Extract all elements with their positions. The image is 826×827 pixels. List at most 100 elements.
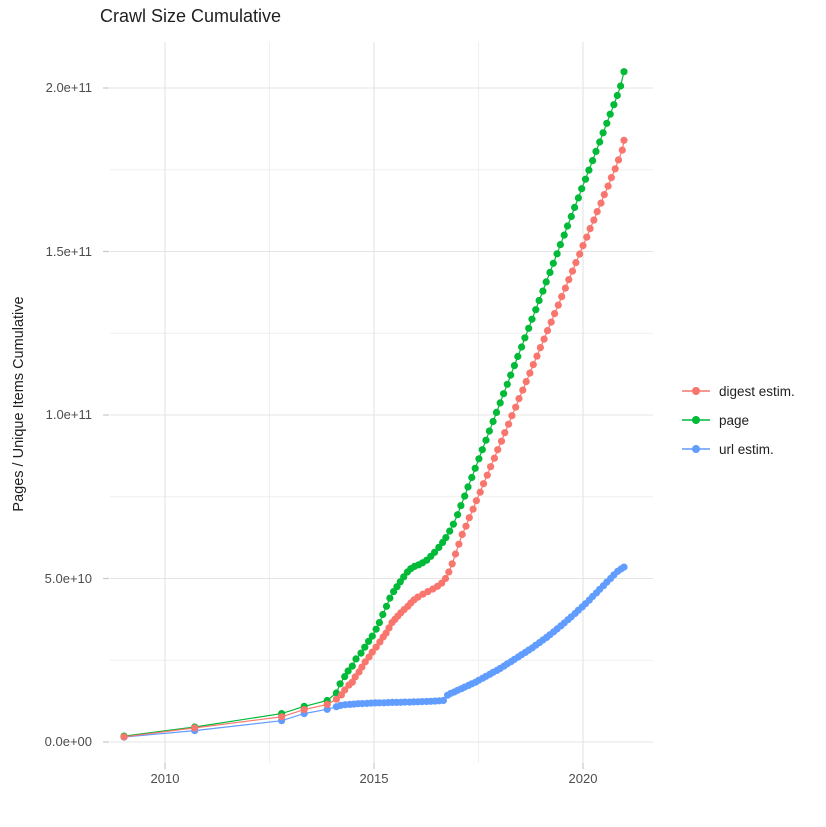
data-point [494,446,502,454]
data-point [472,497,480,505]
legend-label: page [719,412,750,428]
data-point [485,427,493,435]
data-point [604,182,612,190]
data-point [501,429,509,437]
data-point [361,643,369,651]
data-point [361,658,369,666]
data-point [567,212,575,221]
data-point [540,335,548,343]
data-point [581,175,590,183]
legend-label: url estim. [719,441,774,457]
data-point [571,203,579,211]
data-point [522,378,530,386]
data-point [385,624,393,632]
x-tick-label: 2010 [150,771,180,786]
data-point [620,136,628,144]
data-point [556,241,565,249]
data-point [442,534,450,542]
data-point [614,156,623,164]
data-point [533,352,541,360]
data-point [611,165,619,173]
data-point [358,663,366,671]
data-point [529,361,537,369]
data-point [583,233,591,241]
data-point [560,231,568,239]
data-point [483,471,491,479]
data-point [341,673,349,681]
x-tick-label: 2015 [359,771,389,786]
y-tick-label: 1.0e+11 [45,407,92,422]
data-point [382,602,391,610]
data-point [496,399,504,407]
data-point [323,700,331,709]
data-point [563,222,572,230]
data-point [539,287,547,295]
data-point [471,464,479,472]
data-point [519,386,527,394]
data-point [600,191,608,199]
data-point [558,293,566,301]
data-point [510,362,518,370]
data-point [607,174,616,182]
data-point [525,324,533,332]
data-point [613,91,621,100]
data-point [576,250,584,258]
data-point [572,259,580,267]
data-point [120,733,128,741]
data-point [620,68,628,76]
data-point [352,655,360,663]
data-point [464,483,472,491]
data-point [596,138,604,146]
data-point [448,560,456,568]
data-point [606,110,614,118]
data-point [368,632,376,640]
legend-item-digest-estim: digest estim. [681,381,795,401]
data-point [457,502,465,510]
data-point [518,343,526,351]
data-point [512,403,520,411]
data-point [593,208,601,216]
data-point [568,267,577,275]
y-tick-label: 2.0e+11 [45,80,92,95]
data-point [554,301,562,309]
legend-item-url-estim: url estim. [681,439,795,459]
data-point [462,522,470,530]
data-point [449,520,457,528]
data-point [365,637,373,645]
data-point [589,157,597,165]
data-point [579,242,587,250]
data-point [551,310,559,318]
data-point [439,696,447,705]
data-point [478,446,486,454]
data-point [553,250,561,258]
data-point [565,276,573,284]
y-tick-label: 0.0e+00 [44,734,92,749]
data-point [535,296,543,305]
data-point [508,412,516,420]
data-point [549,259,557,267]
data-point [336,680,344,688]
data-point [514,352,522,361]
data-point [475,455,483,463]
data-point [546,268,554,276]
data-point [487,463,495,471]
data-point [586,225,594,233]
data-point [490,454,498,462]
data-point [372,625,380,633]
series-url-estim [120,563,628,741]
legend-key-icon [682,387,710,395]
data-point [489,417,497,426]
data-point [526,369,534,377]
data-point [300,706,308,714]
data-point [445,568,453,576]
data-point [435,543,443,552]
data-point [610,101,618,109]
data-point [505,420,513,428]
data-point [469,505,477,513]
data-point [446,527,454,535]
data-point [357,649,365,657]
legend: digest estim. page url estim. [681,381,795,459]
data-point [386,594,394,602]
y-tick-label: 1.5e+11 [45,243,92,259]
